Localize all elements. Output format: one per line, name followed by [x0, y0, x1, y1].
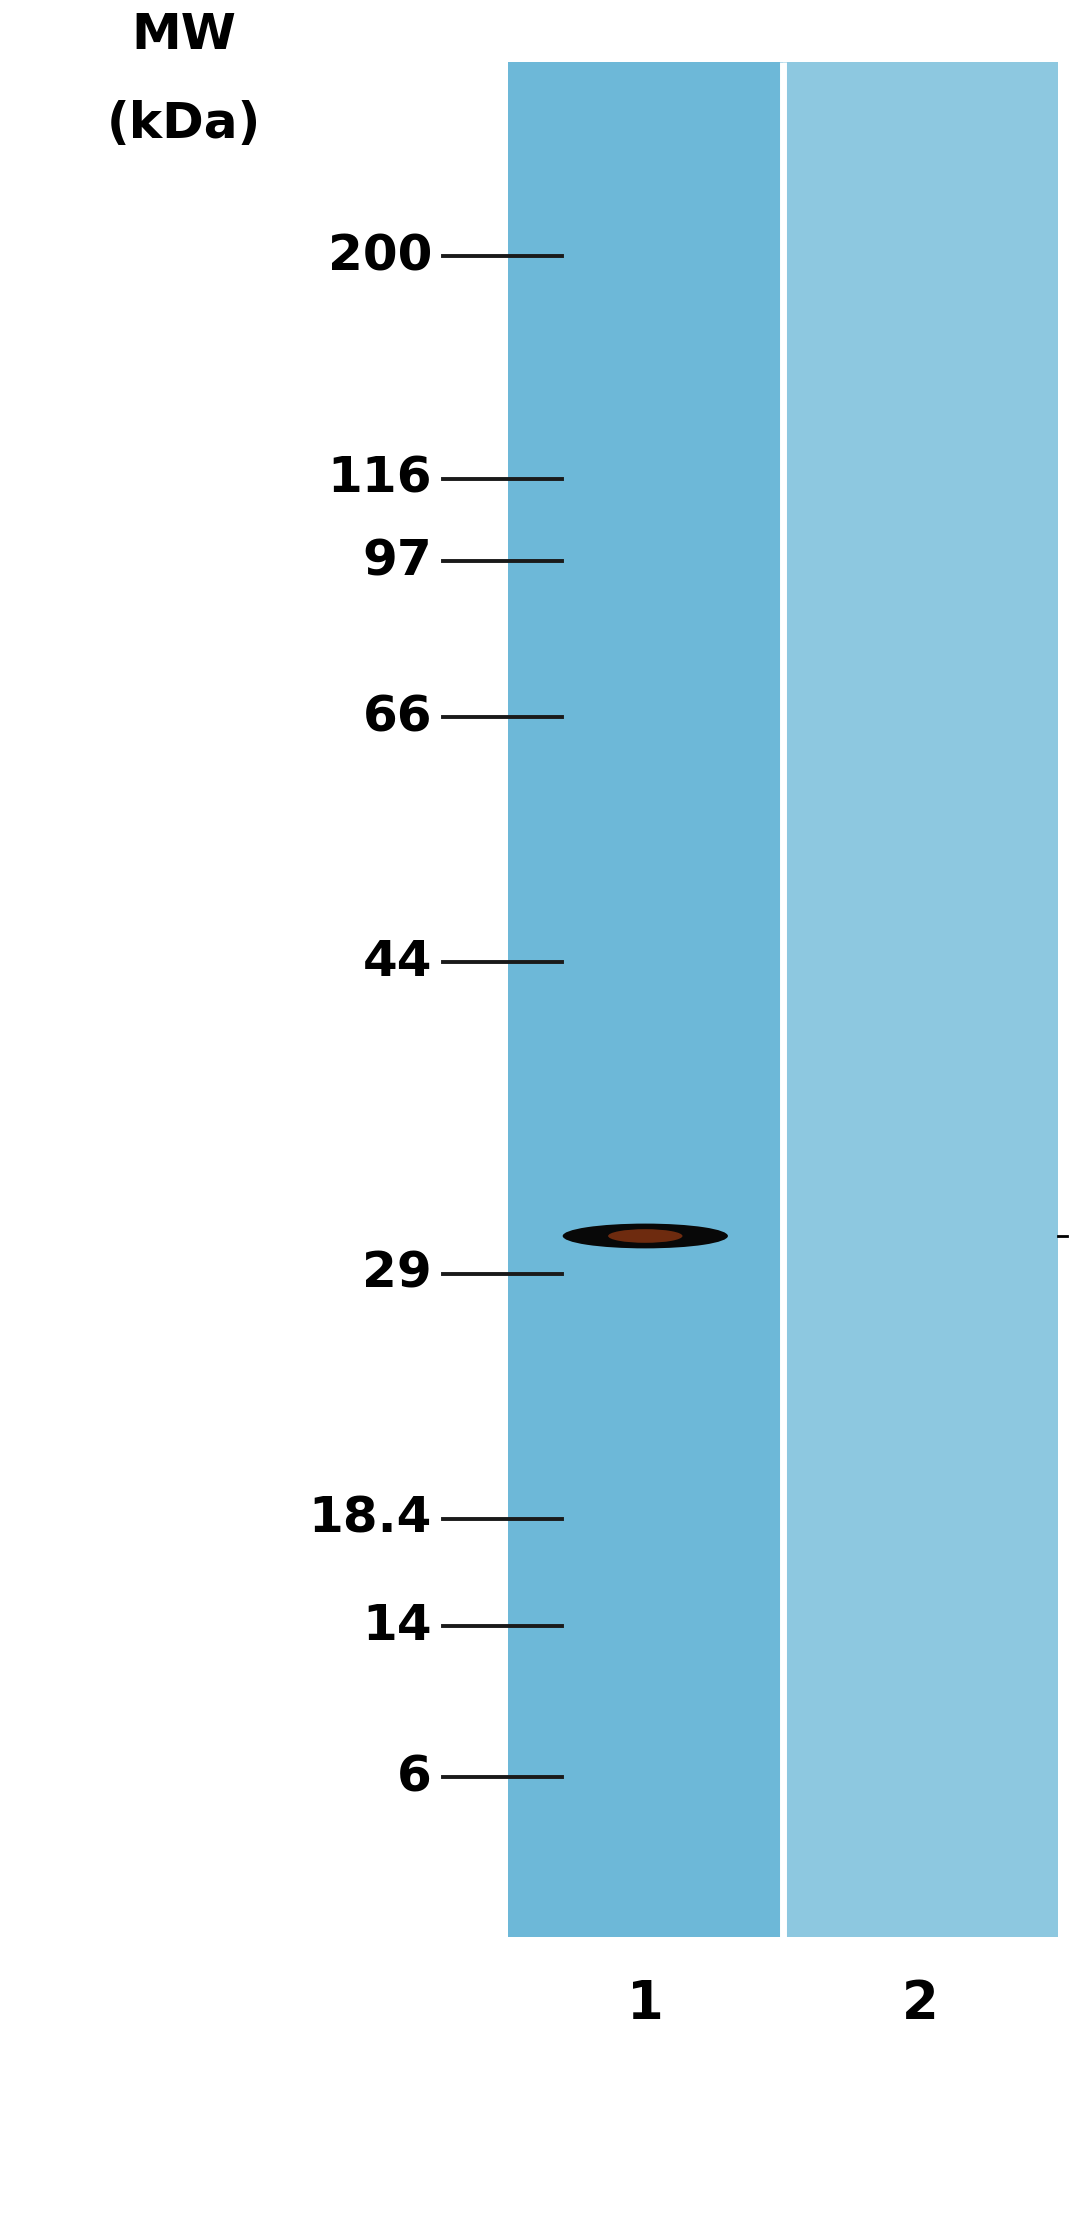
Text: 29: 29	[362, 1249, 432, 1298]
Text: 66: 66	[363, 693, 432, 742]
Text: 116: 116	[327, 454, 432, 503]
Ellipse shape	[563, 1223, 728, 1249]
Text: 18.4: 18.4	[309, 1494, 432, 1543]
Text: 6: 6	[397, 1753, 432, 1802]
Text: 14: 14	[363, 1601, 432, 1650]
Bar	[508, 62, 1058, 1937]
Text: MW: MW	[131, 11, 237, 60]
Bar	[783, 62, 1058, 1937]
Text: 2: 2	[902, 1978, 940, 2029]
Text: 44: 44	[363, 938, 432, 987]
Text: (kDa): (kDa)	[107, 100, 260, 149]
Text: 200: 200	[327, 232, 432, 281]
Text: 1: 1	[626, 1978, 664, 2029]
Text: 97: 97	[362, 537, 432, 586]
Ellipse shape	[608, 1229, 683, 1243]
